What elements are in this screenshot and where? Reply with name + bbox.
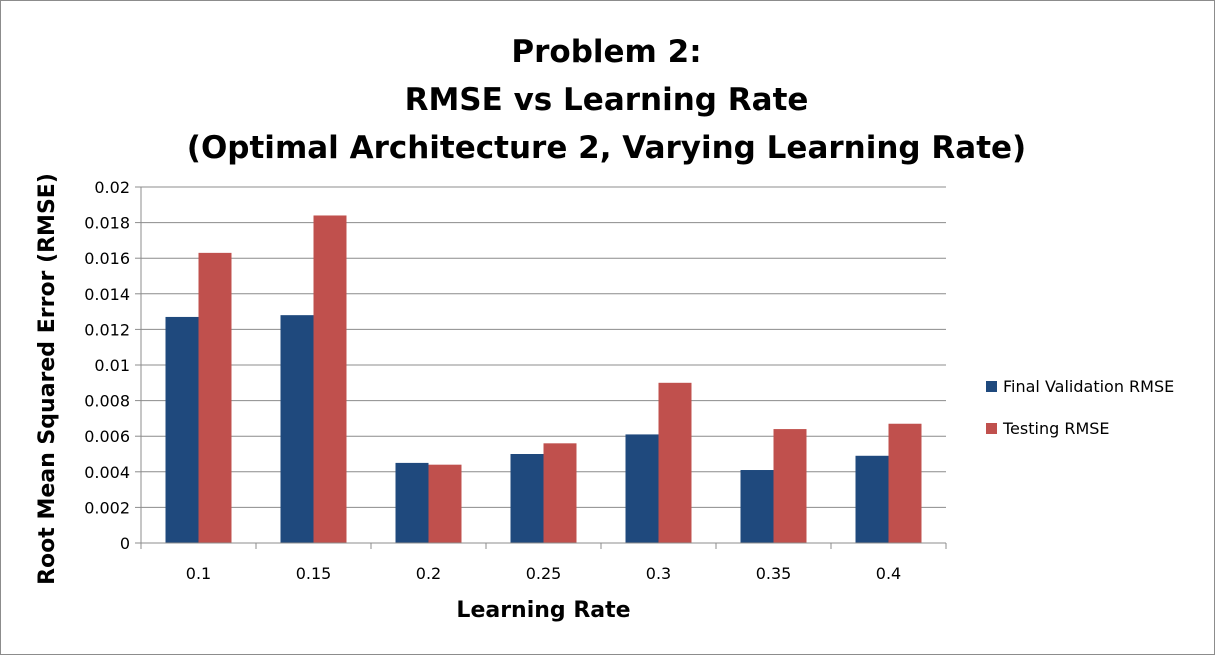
x-tick-label: 0.15 bbox=[296, 564, 332, 583]
x-tick-label: 0.35 bbox=[756, 564, 792, 583]
x-tick-label: 0.1 bbox=[186, 564, 211, 583]
y-tick-label: 0.01 bbox=[94, 356, 130, 375]
bar-final-validation bbox=[625, 434, 659, 543]
y-tick-label: 0.02 bbox=[94, 178, 130, 197]
bar-final-validation bbox=[395, 462, 429, 543]
x-tick-labels: 0.1 0.15 0.2 0.25 0.3 0.35 0.4 bbox=[186, 564, 901, 583]
y-tick-label: 0.004 bbox=[84, 463, 130, 482]
y-tick-label: 0 bbox=[120, 534, 130, 553]
x-tick-label: 0.25 bbox=[526, 564, 562, 583]
bar-testing bbox=[658, 382, 692, 543]
bar-testing bbox=[888, 423, 922, 543]
chart-title-line-3: (Optimal Architecture 2, Varying Learnin… bbox=[186, 130, 1027, 166]
x-axis-title: Learning Rate bbox=[456, 598, 630, 623]
legend: Final Validation RMSE Testing RMSE bbox=[986, 376, 1174, 460]
chart-title-line-2: RMSE vs Learning Rate bbox=[404, 82, 809, 118]
bar-final-validation bbox=[740, 470, 774, 543]
bar-testing bbox=[313, 215, 347, 544]
bar-final-validation bbox=[165, 316, 199, 543]
legend-label-final-validation: Final Validation RMSE bbox=[1003, 376, 1175, 396]
legend-label-testing: Testing RMSE bbox=[1003, 418, 1110, 438]
x-tick-label: 0.2 bbox=[416, 564, 441, 583]
y-tick-label: 0.014 bbox=[84, 285, 130, 304]
x-tick-label: 0.4 bbox=[876, 564, 901, 583]
y-tick-label: 0.016 bbox=[84, 249, 130, 268]
bar-testing bbox=[543, 443, 577, 543]
legend-item-final-validation: Final Validation RMSE bbox=[986, 376, 1174, 396]
bars bbox=[165, 215, 922, 544]
chart-title-line-1: Problem 2: bbox=[511, 34, 702, 70]
axes bbox=[135, 186, 947, 549]
bar-final-validation bbox=[280, 315, 314, 543]
y-tick-labels: 0 0.002 0.004 0.006 0.008 0.01 0.012 0.014 0.016… bbox=[84, 178, 130, 553]
x-tick-label: 0.3 bbox=[646, 564, 671, 583]
bar-testing bbox=[428, 464, 462, 543]
y-tick-label: 0.018 bbox=[84, 214, 130, 233]
y-axis-title: Root Mean Squared Error (RMSE) bbox=[35, 173, 60, 585]
legend-item-testing: Testing RMSE bbox=[986, 418, 1174, 438]
bar-testing bbox=[773, 429, 807, 543]
bar-testing bbox=[198, 252, 232, 544]
y-tick-label: 0.002 bbox=[84, 498, 130, 517]
y-tick-label: 0.012 bbox=[84, 320, 130, 339]
legend-swatch-testing bbox=[986, 422, 997, 434]
bar-final-validation bbox=[855, 455, 889, 543]
legend-swatch-final-validation bbox=[986, 380, 997, 392]
chart-title: Problem 2: RMSE vs Learning Rate (Optima… bbox=[0, 28, 1213, 172]
bar-final-validation bbox=[510, 454, 544, 543]
y-tick-label: 0.008 bbox=[84, 392, 130, 411]
y-tick-label: 0.006 bbox=[84, 427, 130, 446]
